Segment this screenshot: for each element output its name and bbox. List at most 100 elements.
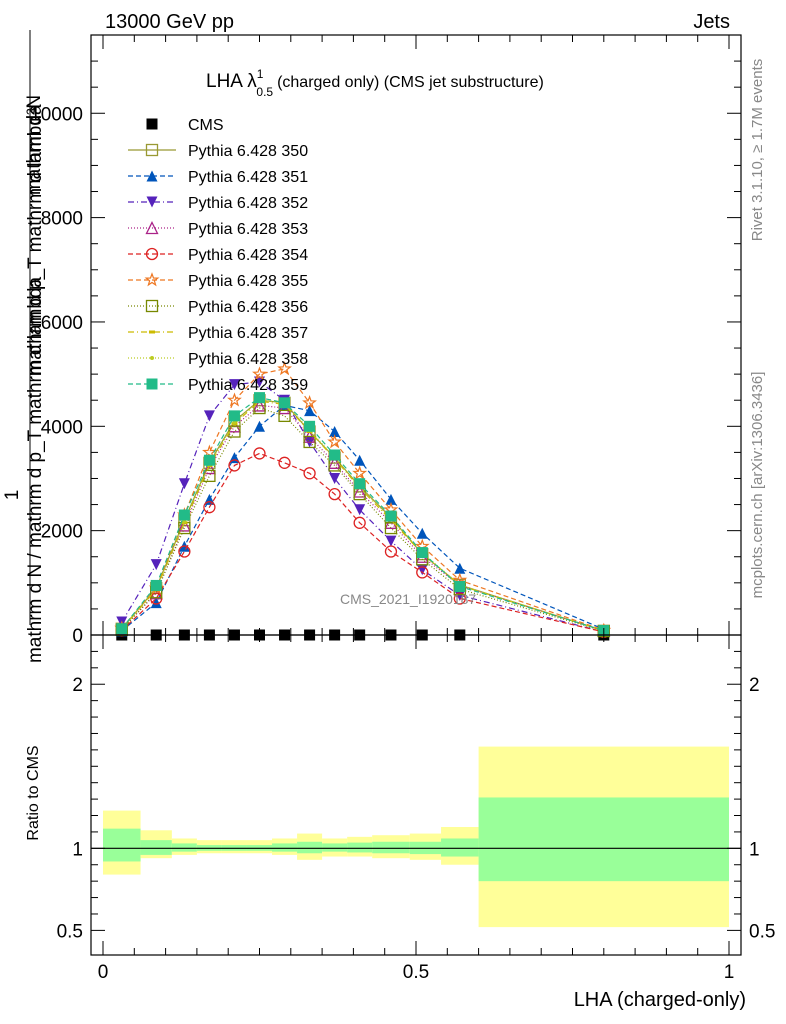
series-5-point-4	[228, 459, 241, 472]
legend-entry-7: Pythia 6.428 356	[128, 299, 308, 316]
series-3-point-3	[203, 410, 215, 422]
ratio-bands	[91, 746, 741, 928]
series-6-point-6	[277, 361, 292, 376]
chart-title-rest: (charged only) (CMS jet substructure)	[277, 74, 544, 91]
ratio-inner-band-9	[347, 842, 373, 853]
legend-label-4: Pythia 6.428 353	[188, 221, 308, 238]
chart-title-sup: 1	[257, 67, 264, 81]
legend-marker-4	[145, 221, 159, 235]
series-7-point-10	[384, 521, 398, 535]
ratio-inner-band-10	[372, 841, 410, 854]
ratio-inner-band-13	[478, 797, 729, 882]
series-2-point-12	[454, 562, 466, 574]
series-5-point-7	[303, 467, 316, 480]
series-3-point-8	[329, 472, 341, 484]
legend-marker-10	[146, 378, 158, 390]
series-7-point-6	[278, 409, 291, 423]
series-2-point-7	[304, 405, 316, 417]
series-6-point-9	[352, 465, 368, 480]
series-3-point-4	[228, 379, 240, 391]
x-tick-label-2: 1	[724, 962, 735, 983]
ratio-inner-band-8	[322, 843, 348, 852]
series-3-point-5	[254, 376, 265, 388]
legend-entry-4: Pythia 6.428 353	[128, 221, 308, 238]
ratio-ytick-label-left-0: 0.5	[57, 921, 83, 942]
upper-ytick-label-4: 8000	[41, 209, 83, 230]
legend-entry-5: Pythia 6.428 354	[128, 247, 308, 264]
legend-label-10: Pythia 6.428 359	[188, 377, 308, 394]
series-10-point-1	[150, 579, 162, 591]
legend-label-8: Pythia 6.428 357	[188, 325, 308, 342]
header-right: Jets	[693, 11, 730, 33]
series-10-point-8	[329, 449, 341, 461]
chart-title-sub: 0.5	[256, 85, 273, 99]
series-2-point-10	[385, 493, 397, 505]
legend-entry-8: Pythia 6.428 357	[128, 325, 308, 342]
legend-label-1: Pythia 6.428 350	[188, 143, 308, 160]
series-7-point-7	[303, 435, 316, 449]
series-10-point-3	[203, 454, 215, 466]
legend-marker-0	[146, 118, 158, 130]
ylabel-numerator: mathrm d²N	[24, 95, 45, 195]
series-5-point-3	[203, 501, 216, 514]
series-10-point-10	[385, 510, 397, 522]
ratio-ytick-label-left-1: 1	[72, 839, 83, 860]
ylabel-lower: mathrm d N / mathrm d p_T mathrm d lambd…	[25, 277, 46, 664]
series-2-point-5	[254, 420, 265, 432]
series-5-point-6	[278, 456, 291, 469]
series-10-point-9	[354, 478, 366, 490]
series-3-point-1	[150, 559, 162, 571]
upper-ytick-label-2: 4000	[41, 417, 83, 438]
series-10-point-6	[279, 397, 291, 409]
series-10-point-12	[454, 580, 466, 592]
legend-label-7: Pythia 6.428 356	[188, 299, 308, 316]
legend-entry-1: Pythia 6.428 350	[128, 143, 308, 160]
ratio-inner-band-0	[103, 828, 141, 862]
ratio-inner-band-12	[441, 838, 479, 857]
ratio-ylabel: Ratio to CMS	[25, 745, 42, 840]
x-axis-label: LHA (charged-only)	[574, 989, 746, 1011]
series-10	[116, 392, 610, 637]
upper-ytick-label-0: 0	[72, 626, 83, 647]
series-4-point-5	[252, 398, 267, 412]
upper-ytick-label-3: 6000	[41, 313, 83, 334]
series-5-point-2	[178, 545, 191, 558]
series-5-point-10	[384, 545, 398, 558]
series-10-point-5	[254, 392, 265, 404]
series-10-point-4	[228, 410, 240, 422]
ylabel-one: 1	[2, 490, 23, 501]
header-left: 13000 GeV pp	[105, 11, 234, 33]
series-6-point-7	[302, 395, 317, 410]
upper-ytick-label-1: 2000	[41, 522, 83, 543]
series-2-point-11	[416, 527, 428, 539]
legend-marker-2	[146, 170, 158, 182]
legend-label-6: Pythia 6.428 355	[188, 273, 308, 290]
series-line-5	[121, 452, 604, 633]
ratio-ytick-label-right-0: 0.5	[749, 921, 775, 942]
chart-title: LHA λ1 0.5 (charged only) (CMS jet substru…	[206, 67, 544, 99]
series-4-point-9	[353, 484, 367, 498]
series-2-point-1	[150, 597, 162, 609]
legend-marker-8	[149, 330, 155, 334]
series-5-point-5	[253, 447, 266, 460]
ratio-ytick-label-right-2: 2	[749, 675, 760, 696]
legend-label-5: Pythia 6.428 354	[188, 247, 308, 264]
series-2-point-8	[329, 426, 341, 438]
series-4-point-2	[177, 518, 191, 532]
ratio-inner-band-6	[272, 843, 298, 852]
series-5-point-9	[353, 516, 366, 529]
series-3-point-10	[385, 535, 397, 547]
series-6-point-4	[227, 392, 242, 407]
rivet-label: Rivet 3.1.10, ≥ 1.7M events	[749, 59, 766, 242]
legend-marker-5	[145, 247, 159, 261]
legend-entry-6: Pythia 6.428 355	[128, 272, 308, 290]
ratio-inner-band-2	[171, 843, 197, 852]
series-3-point-9	[354, 504, 366, 516]
chart-title-main: LHA λ	[206, 71, 257, 92]
mcplots-label: mcplots.cern.ch [arXiv:1306.3436]	[749, 372, 766, 599]
legend-marker-9	[150, 356, 154, 360]
ratio-ytick-label-right-1: 1	[749, 839, 760, 860]
axis-ticks: 0 2000 4000 6000 8000 10000 0 0.5 1 0.5 0.5 1 1 2 2	[30, 34, 775, 983]
series-7-point-3	[203, 469, 216, 483]
legend-label-3: Pythia 6.428 352	[188, 195, 308, 212]
